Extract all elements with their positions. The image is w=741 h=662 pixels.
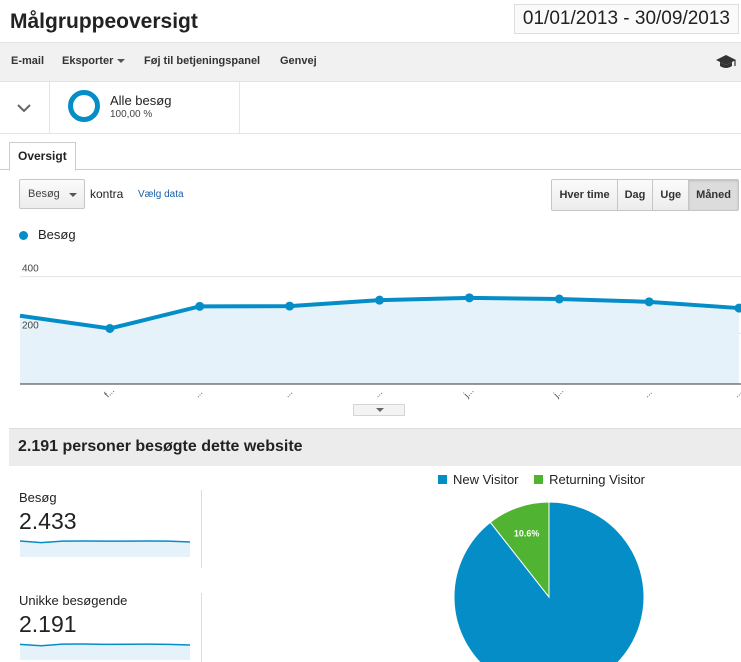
sparkline-unique-visitors (19, 643, 191, 660)
data-point[interactable] (285, 301, 295, 311)
sparkline-line (19, 540, 191, 544)
data-point[interactable] (375, 295, 384, 305)
visitor-type-pie-chart: 10.6% (453, 501, 645, 662)
segment-card[interactable]: Alle besøg 100,00 % (50, 82, 240, 134)
segment-bar: Alle besøg 100,00 % (0, 82, 741, 134)
pie-slice-returning-visitor[interactable] (489, 501, 550, 599)
shortcut-button[interactable]: Genvej (280, 55, 317, 67)
x-tick-label: f... (102, 385, 116, 399)
pie-slice-new-visitor[interactable] (453, 501, 645, 662)
y-tick-label: 400 (22, 264, 39, 275)
chart-collapse-handle[interactable] (353, 404, 405, 416)
toolbar: E-mail Eksporter Føj til betjeningspanel… (0, 42, 741, 82)
data-point[interactable] (464, 293, 474, 303)
x-tick-label: j... (461, 386, 476, 401)
tab-bar: Oversigt (0, 140, 741, 171)
chevron-down-icon (17, 104, 31, 113)
versus-label: kontra (90, 187, 124, 201)
metric-divider (201, 593, 202, 662)
x-tick-label: ... (372, 387, 384, 399)
segment-toggle[interactable] (0, 82, 50, 134)
metric-select-value: Besøg (28, 188, 60, 200)
x-tick-label: ... (282, 387, 294, 399)
metric-value: 2.433 (19, 508, 77, 534)
y-tick-label: 200 (22, 320, 39, 331)
add-to-dashboard-button[interactable]: Føj til betjeningspanel (144, 55, 261, 67)
legend-label: Besøg (38, 227, 76, 242)
export-button[interactable]: Eksporter (62, 55, 126, 67)
legend-swatch (19, 231, 28, 240)
pie-slice-label: 10.6% (514, 528, 540, 538)
segment-name: Alle besøg (110, 93, 172, 108)
pie-legend: New Visitor Returning Visitor (438, 472, 657, 487)
granularity-day[interactable]: Dag (616, 180, 653, 210)
chart-controls: Besøg kontra Vælg data Hver time Dag Uge… (0, 179, 741, 211)
granularity-month[interactable]: Måned (688, 180, 738, 210)
page-title: Målgruppeoversigt (10, 10, 198, 33)
x-tick-label: ... (192, 387, 204, 399)
sparkline-line (19, 643, 191, 647)
chevron-down-icon (117, 59, 126, 64)
segment-ring-icon (68, 90, 100, 122)
title-bar: Målgruppeoversigt 01/01/2013 - 30/09/201… (0, 0, 741, 42)
data-point[interactable] (734, 303, 741, 313)
trend-chart: 400 200 f............ j... j......... (19, 264, 741, 401)
x-tick-label: ... (731, 387, 741, 399)
x-tick-label: ... (641, 387, 653, 399)
sparkline-visits (19, 540, 191, 557)
granularity-hourly[interactable]: Hver time (559, 189, 610, 201)
metric-visits: Besøg 2.433 (19, 490, 202, 570)
sparkline-area (20, 644, 190, 660)
chevron-down-icon (69, 193, 77, 197)
segment-percent: 100,00 % (110, 109, 153, 120)
export-label: Eksporter (62, 55, 114, 67)
granularity-toggle: Hver time Dag Uge Måned (551, 179, 739, 211)
metric-unique-visitors: Unikke besøgende 2.191 (19, 593, 202, 662)
metric-label: Besøg (19, 490, 57, 505)
series-area (20, 297, 739, 384)
tab-overview[interactable]: Oversigt (9, 142, 76, 171)
metric-label: Unikke besøgende (19, 593, 128, 608)
summary-header: 2.191 personer besøgte dette website (9, 428, 741, 466)
data-point[interactable] (105, 323, 115, 333)
data-point[interactable] (644, 297, 654, 307)
legend-swatch-new (438, 475, 447, 484)
x-tick-label: j... (551, 386, 566, 401)
choose-metric-link[interactable]: Vælg data (138, 189, 184, 200)
granularity-week[interactable]: Uge (652, 180, 688, 210)
metric-select[interactable]: Besøg (19, 179, 85, 209)
summary-title: 2.191 personer besøgte dette website (18, 438, 303, 455)
legend-new-visitor: New Visitor (453, 472, 519, 487)
legend-returning-visitor: Returning Visitor (549, 472, 646, 487)
metric-divider (201, 490, 202, 568)
data-point[interactable] (554, 294, 564, 304)
data-point[interactable] (195, 301, 205, 311)
metric-value: 2.191 (19, 611, 77, 637)
graduation-cap-icon[interactable] (715, 53, 737, 71)
email-button[interactable]: E-mail (11, 55, 45, 67)
sparkline-area (20, 541, 190, 557)
legend-swatch-returning (534, 475, 544, 484)
date-range-picker[interactable]: 01/01/2013 - 30/09/2013 (513, 4, 739, 34)
